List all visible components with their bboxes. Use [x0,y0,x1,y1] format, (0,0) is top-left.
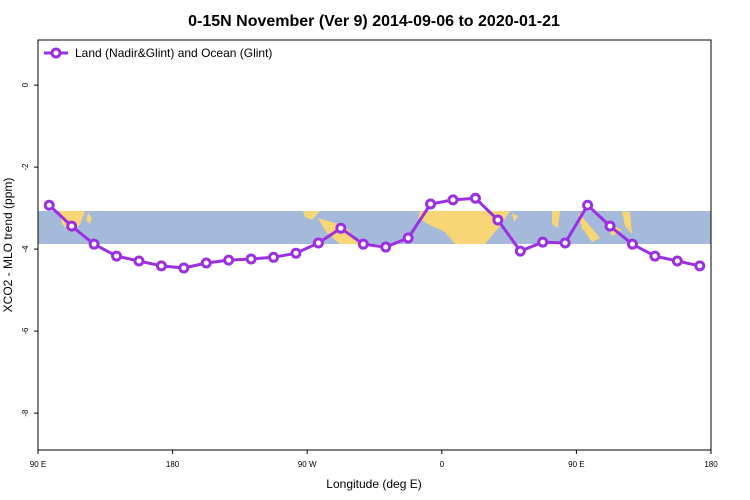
point [492,214,504,226]
point [402,232,414,244]
point [649,250,661,262]
point [155,260,167,272]
point [357,238,369,250]
legend: Land (Nadir&Glint) and Ocean (Glint) [44,46,272,60]
point [380,241,392,253]
y-tick-label: -4 [21,245,30,253]
point [268,251,280,263]
point [559,237,571,249]
point [223,254,235,266]
point [447,194,459,206]
point [290,247,302,259]
point [245,253,257,265]
point [626,238,638,250]
y-tick-label: -6 [21,327,30,335]
x-tick-label: 180 [704,460,718,469]
x-axis-label: Longitude (deg E) [326,477,421,491]
legend-label: Land (Nadir&Glint) and Ocean (Glint) [75,46,272,60]
point [537,236,549,248]
point [111,250,123,262]
point [312,237,324,249]
y-tick-label: -2 [21,163,30,171]
x-tick-label: 90 E [30,460,46,469]
legend-marker [50,47,62,59]
point [694,260,706,272]
x-tick-label: 90 W [298,460,317,469]
point [200,257,212,269]
point [178,262,190,274]
y-tick-label: 0 [21,82,30,87]
point [604,220,616,232]
point [469,192,481,204]
x-tick-label: 180 [166,460,180,469]
point [425,198,437,210]
plot-frame [37,39,712,451]
y-axis-label: XCO2 - MLO trend (ppm) [1,178,15,313]
point [66,220,78,232]
x-tick-label: 0 [440,460,445,469]
point [671,255,683,267]
point [514,245,526,257]
chart-title: 0-15N November (Ver 9) 2014-09-06 to 202… [188,13,560,30]
point [582,199,594,211]
x-tick-label: 90 E [568,460,584,469]
point [88,238,100,250]
point [133,255,145,267]
y-tick-label: -8 [21,409,30,417]
point [335,222,347,234]
point [43,199,55,211]
